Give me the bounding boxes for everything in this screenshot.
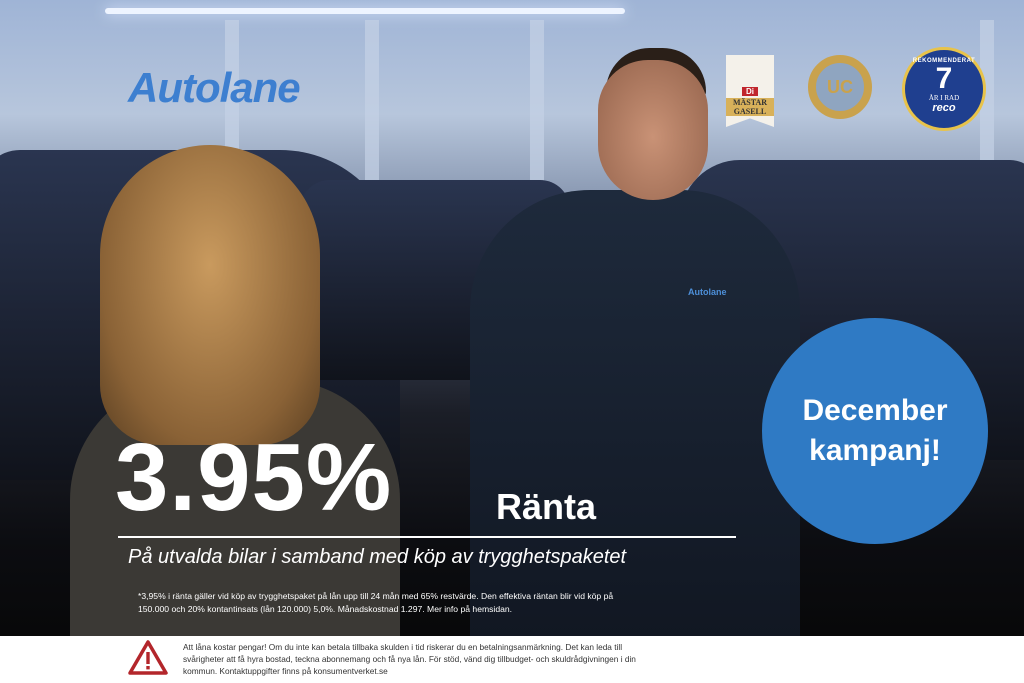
gasell-label: MÄSTAR GASELL [726, 98, 774, 116]
offer-subtitle: På utvalda bilar i samband med köp av tr… [128, 546, 627, 568]
rate-label: Ränta [496, 486, 597, 527]
interest-rate: 3.95% [115, 424, 393, 531]
warning-triangle-icon [128, 640, 168, 675]
autolane-logo: Autolane [128, 64, 301, 111]
gasell-top: Di [742, 87, 758, 96]
reco-years: ÅR I RAD [928, 94, 960, 102]
uc-label: UC [827, 76, 853, 97]
campaign-line1: December [802, 394, 948, 427]
divider [118, 536, 736, 538]
reco-brand: reco [932, 102, 956, 114]
advertisement-banner: Autolane Autolane Di MÄSTAR GASELL UC RE… [0, 0, 1024, 636]
salesman-photo [470, 190, 800, 636]
ceiling-light [105, 8, 625, 14]
shirt-logo: Autolane [688, 287, 727, 297]
campaign-line2: kampanj! [809, 434, 941, 467]
salesman-photo [598, 60, 708, 200]
reco-number: 7 [935, 62, 953, 95]
fine-print: *3,95% i ränta gäller vid köp av trygghe… [138, 591, 614, 614]
window-pillar [530, 20, 544, 200]
reco-top: REKOMMENDERAT [912, 58, 976, 64]
uc-badge: UC [808, 55, 872, 119]
window-pillar [365, 20, 379, 200]
gasell-badge: Di MÄSTAR GASELL [726, 55, 774, 127]
window-pillar [980, 20, 994, 200]
woman-photo [100, 145, 320, 445]
reco-badge: REKOMMENDERAT 7 ÅR I RAD reco [902, 47, 986, 131]
warning-bar [0, 636, 1024, 683]
warning-text: Att låna kostar pengar! Om du inte kan b… [183, 642, 636, 676]
campaign-badge: December kampanj! [762, 318, 988, 544]
